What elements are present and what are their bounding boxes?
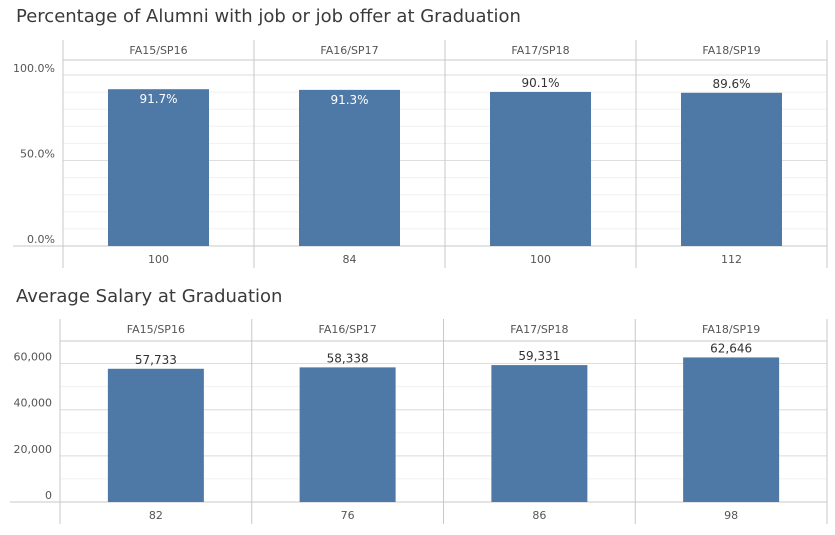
count-label: 84	[343, 253, 357, 266]
bar	[491, 365, 588, 502]
count-label: 86	[532, 509, 546, 522]
y-tick-label: 0	[45, 489, 52, 502]
category-header: FA17/SP18	[510, 323, 568, 336]
y-tick-label: 40,000	[14, 397, 53, 410]
bar	[681, 92, 782, 246]
category-header: FA18/SP19	[702, 323, 760, 336]
count-label: 76	[341, 509, 355, 522]
bar-value-label: 58,338	[327, 351, 369, 365]
category-header: FA16/SP17	[320, 44, 378, 57]
bar	[107, 368, 204, 502]
bar-value-label: 59,331	[518, 349, 560, 363]
count-label: 98	[724, 509, 738, 522]
count-label: 100	[148, 253, 169, 266]
bar-value-label: 91.3%	[330, 93, 368, 107]
category-header: FA15/SP16	[127, 323, 185, 336]
bar-value-label: 62,646	[710, 341, 752, 355]
bar-value-label: 91.7%	[139, 92, 177, 106]
bar-value-label: 57,733	[135, 353, 177, 367]
bar	[683, 357, 780, 502]
chart-title-employment: Percentage of Alumni with job or job off…	[16, 6, 521, 27]
bar	[299, 89, 400, 246]
category-header: FA15/SP16	[129, 44, 187, 57]
category-header: FA17/SP18	[511, 44, 569, 57]
y-tick-label: 60,000	[14, 351, 53, 364]
bar	[108, 89, 209, 247]
y-tick-label: 20,000	[14, 443, 53, 456]
bar	[299, 367, 396, 502]
category-header: FA18/SP19	[702, 44, 760, 57]
bar	[490, 91, 591, 246]
y-tick-label: 100.0%	[13, 62, 55, 75]
chart-title-salary: Average Salary at Graduation	[16, 286, 283, 307]
y-tick-label: 0.0%	[27, 233, 55, 246]
y-tick-label: 50.0%	[20, 148, 55, 161]
bar-value-label: 90.1%	[521, 76, 559, 90]
count-label: 112	[721, 253, 742, 266]
count-label: 82	[149, 509, 163, 522]
bar-value-label: 89.6%	[712, 77, 750, 91]
count-label: 100	[530, 253, 551, 266]
category-header: FA16/SP17	[319, 323, 377, 336]
